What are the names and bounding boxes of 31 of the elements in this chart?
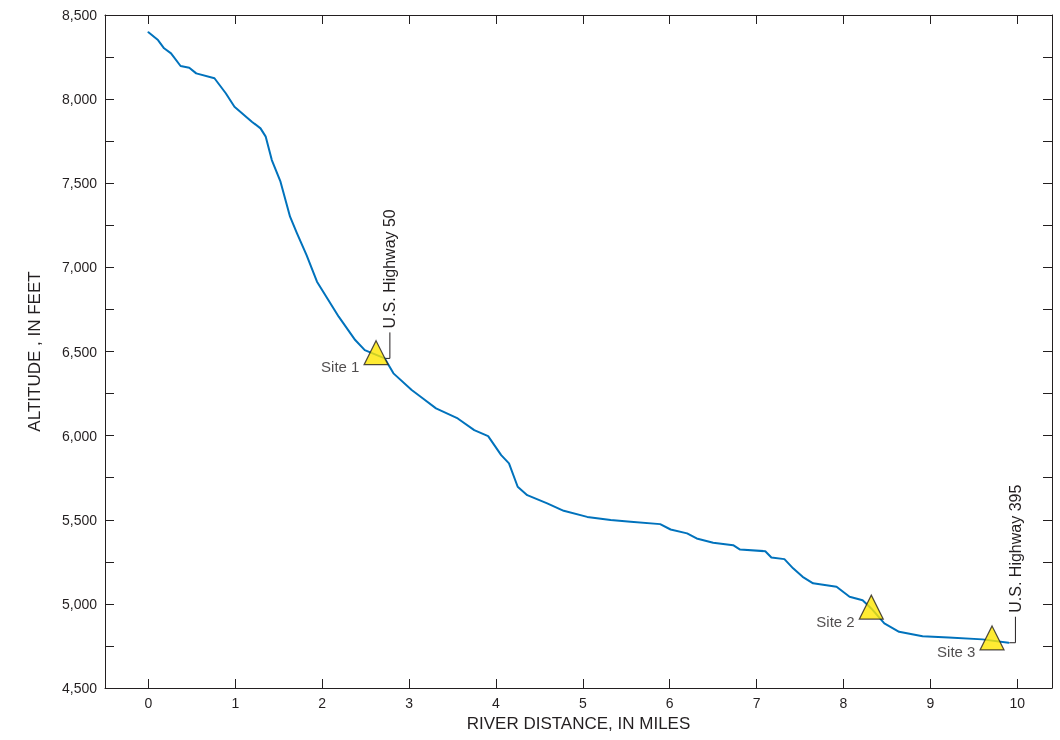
x-axis-title: RIVER DISTANCE, IN MILES [466, 713, 691, 733]
y-tick-label: 7,000 [61, 259, 98, 276]
annotation: U.S. Highway 395 [1006, 484, 1024, 613]
point [363, 340, 389, 366]
y-tick-label: 8,000 [61, 91, 98, 108]
y-tick-label: 7,500 [61, 175, 98, 192]
x-tick-label: 1 [231, 695, 240, 711]
x-tick-label: 9 [926, 695, 935, 711]
point [979, 625, 1005, 651]
y-tick-label: 5,500 [61, 511, 98, 528]
x-tick-label: 2 [318, 695, 327, 711]
y-tick-label: 8,500 [61, 7, 98, 23]
annotation: U.S. Highway 50 [381, 209, 399, 329]
x-tick-label: 6 [665, 695, 674, 711]
y-tick-label: 5,000 [61, 595, 98, 612]
x-tick-label: 0 [144, 695, 153, 711]
x-tick-label: 7 [752, 695, 761, 711]
y-axis-title: ALTITUDE , IN FEET [25, 271, 44, 432]
data-label: Site 3 [937, 643, 976, 661]
point [858, 594, 884, 620]
x-tick-label: 10 [1009, 695, 1026, 711]
data-label: Site 2 [816, 612, 855, 630]
y-tick-label: 6,000 [61, 427, 98, 444]
y-tick-label: 6,500 [61, 343, 98, 360]
line-series [147, 31, 1010, 644]
y-tick-label: 4,500 [61, 680, 98, 696]
x-tick-label: 5 [578, 695, 587, 711]
x-tick-label: 8 [839, 695, 848, 711]
data-label: Site 1 [321, 358, 360, 376]
x-tick-label: 3 [405, 695, 414, 711]
x-tick-label: 4 [492, 695, 501, 711]
